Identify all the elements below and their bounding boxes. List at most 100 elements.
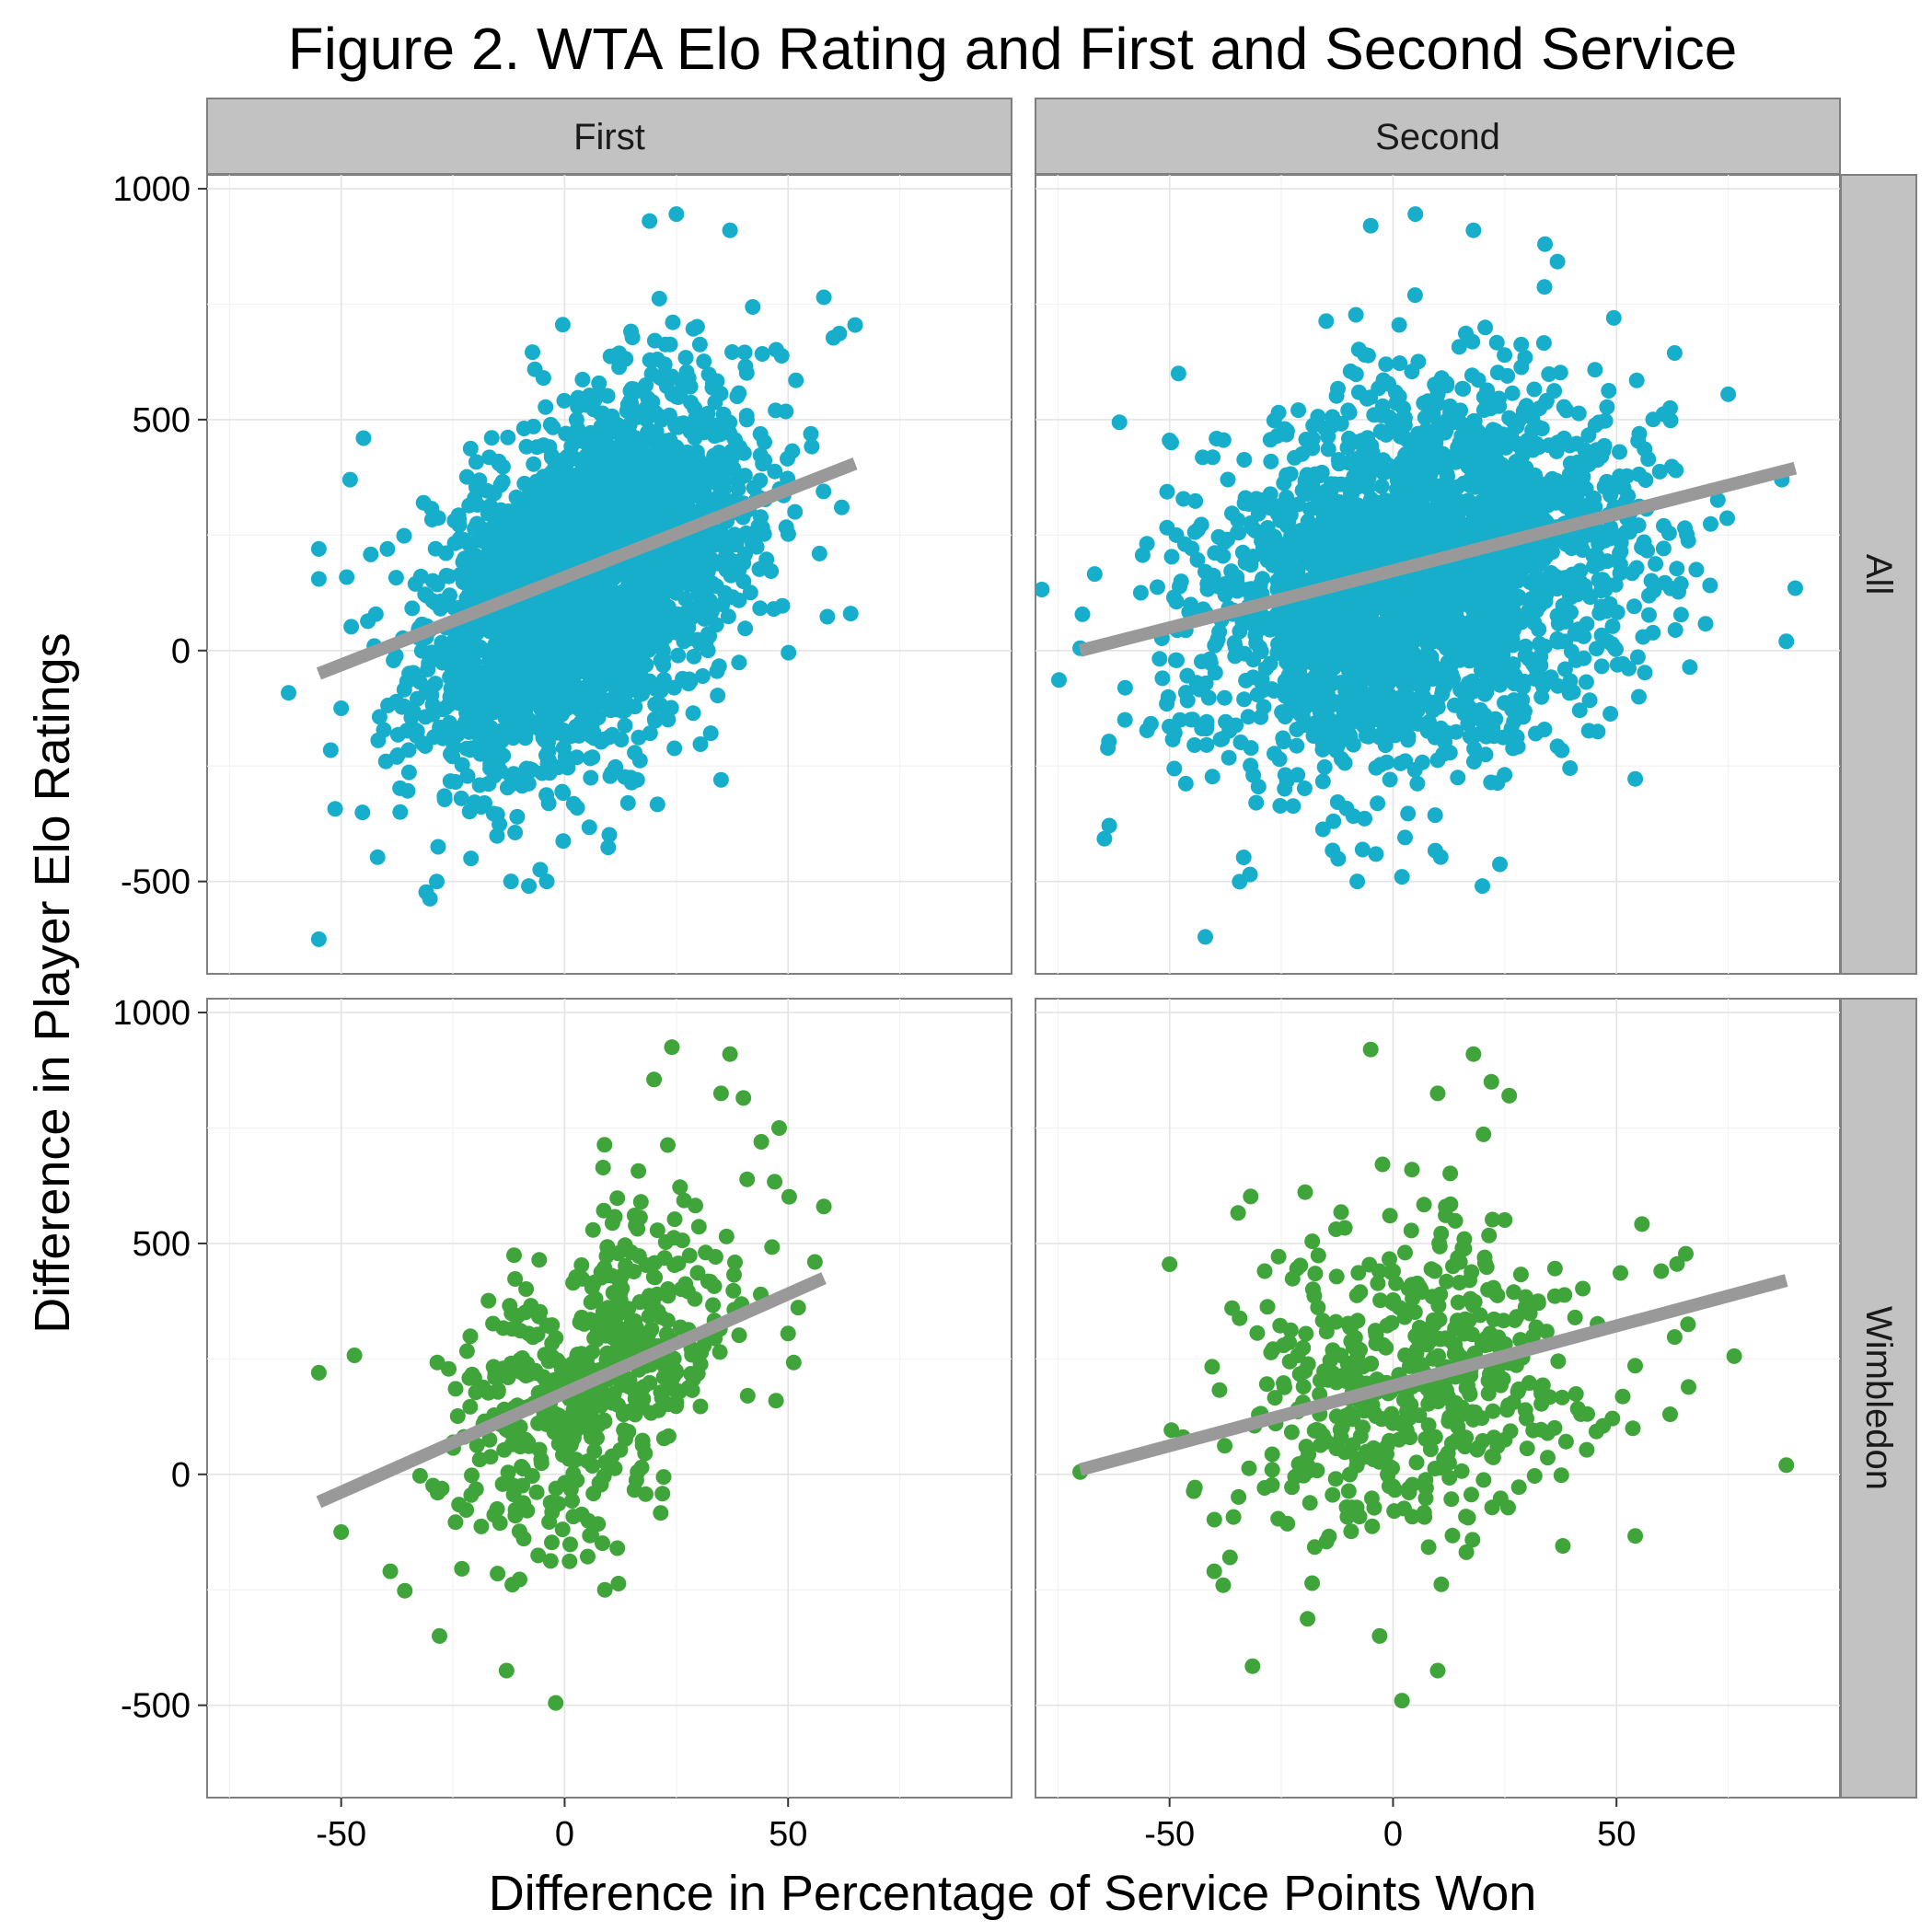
data-point [608, 607, 625, 623]
data-point [710, 688, 726, 704]
data-point [714, 470, 731, 487]
data-point [690, 451, 707, 468]
data-point [745, 299, 761, 315]
data-point [1697, 616, 1714, 632]
data-point [1491, 390, 1507, 407]
data-point [1477, 319, 1494, 336]
data-point [1216, 689, 1232, 706]
data-point [478, 701, 494, 718]
facet-label-column: First [573, 117, 645, 157]
data-point [1202, 654, 1219, 671]
data-point [1400, 805, 1417, 822]
data-point [1535, 678, 1551, 695]
data-point [1440, 725, 1456, 741]
data-point [369, 849, 386, 865]
data-point [556, 392, 573, 409]
data-point [729, 554, 746, 570]
data-point [380, 697, 397, 713]
data-point [451, 511, 468, 527]
data-point [453, 790, 469, 806]
y-tick-label: 1000 [112, 170, 191, 209]
data-point [691, 560, 708, 576]
data-point [363, 546, 379, 562]
data-point [1186, 737, 1203, 753]
data-point [392, 804, 409, 820]
data-point [1570, 405, 1587, 422]
data-point [445, 738, 462, 755]
data-point [1270, 404, 1287, 421]
data-point [523, 529, 539, 546]
data-point [687, 400, 703, 416]
data-point [1241, 496, 1257, 512]
data-point [1396, 707, 1413, 723]
data-point [651, 369, 667, 386]
data-point [725, 536, 742, 552]
data-point [1375, 700, 1392, 717]
data-point [598, 471, 615, 488]
data-point [1179, 692, 1196, 709]
data-point [665, 624, 681, 640]
data-point [497, 666, 514, 683]
data-point [556, 596, 573, 613]
data-point [1320, 428, 1336, 445]
data-point [613, 732, 630, 748]
data-point [709, 373, 725, 389]
data-point [472, 731, 489, 747]
data-point [1543, 565, 1559, 581]
data-point [677, 350, 694, 366]
data-point [677, 468, 693, 484]
data-point [623, 609, 640, 626]
data-point [600, 839, 617, 856]
data-point [574, 607, 591, 623]
data-point [1669, 561, 1685, 577]
data-point [748, 538, 765, 555]
data-point [1315, 691, 1332, 708]
data-point [1432, 849, 1449, 865]
data-point [670, 419, 687, 435]
data-point [585, 627, 602, 643]
data-point [1353, 461, 1370, 478]
data-point [1185, 711, 1201, 728]
data-point-outlier [833, 499, 850, 515]
data-point [1509, 729, 1525, 746]
data-point [491, 453, 507, 469]
data-point [637, 401, 654, 418]
data-point [1703, 515, 1718, 532]
data-point [1478, 684, 1495, 700]
data-point [1325, 676, 1341, 692]
data-point [554, 725, 571, 742]
data-point [1518, 398, 1534, 414]
data-point [553, 653, 569, 669]
data-point [1601, 383, 1617, 399]
data-point [569, 535, 585, 551]
data-point [680, 631, 697, 647]
data-point [677, 493, 693, 510]
data-point [458, 702, 475, 718]
data-point [674, 374, 690, 390]
data-point [1305, 605, 1321, 621]
data-point [1341, 475, 1358, 492]
data-point [1278, 467, 1295, 483]
data-point [1277, 421, 1293, 437]
data-point [653, 682, 669, 699]
data-point [561, 492, 577, 509]
data-point [516, 713, 533, 730]
data-point [1682, 659, 1698, 676]
data-point [396, 527, 412, 544]
data-point [583, 648, 599, 665]
data-point [539, 477, 556, 493]
data-point [388, 648, 404, 665]
data-point [1392, 355, 1408, 372]
data-point [1655, 540, 1672, 557]
data-point [1457, 690, 1474, 707]
data-point [1427, 807, 1443, 824]
data-point [1325, 813, 1342, 829]
data-point [1441, 745, 1458, 761]
data-point [1502, 627, 1519, 643]
data-point [569, 749, 585, 766]
data-point [602, 578, 619, 595]
data-point [1363, 600, 1379, 617]
data-point [1200, 689, 1217, 706]
data-point [742, 584, 758, 601]
data-point [554, 317, 571, 333]
